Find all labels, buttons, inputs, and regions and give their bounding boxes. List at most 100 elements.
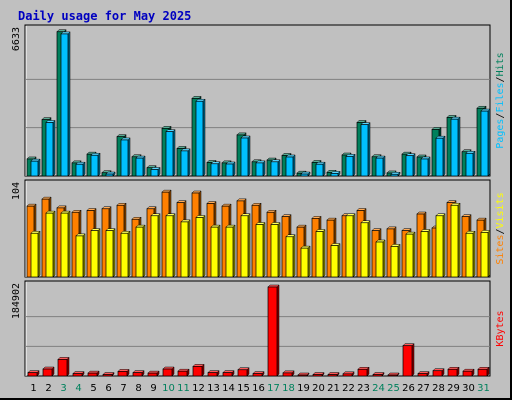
visits-bar bbox=[60, 210, 71, 278]
files-bar bbox=[210, 161, 221, 177]
visits-bar bbox=[30, 230, 41, 278]
files-bar bbox=[330, 170, 341, 177]
x-tick-label: 19 bbox=[297, 383, 310, 394]
x-tick-label: 28 bbox=[432, 383, 445, 394]
files-bar bbox=[285, 154, 296, 177]
files-bar bbox=[270, 159, 281, 177]
x-tick-label: 18 bbox=[282, 383, 295, 394]
x-tick-label: 12 bbox=[192, 383, 205, 394]
kbytes-bar bbox=[432, 368, 445, 377]
visits-bar bbox=[345, 213, 356, 278]
files-bar bbox=[75, 161, 86, 177]
x-tick-label: 5 bbox=[90, 383, 96, 394]
panel-legend: Pages/Files/Hits bbox=[495, 52, 506, 148]
kbytes-bar bbox=[477, 366, 490, 377]
kbytes-bar bbox=[312, 371, 325, 377]
files-bar bbox=[45, 119, 56, 177]
visits-bar bbox=[315, 228, 326, 278]
visits-bar bbox=[120, 230, 131, 278]
x-tick-label: 20 bbox=[312, 383, 325, 394]
panel-legend: KBytes bbox=[495, 310, 506, 346]
visits-bar bbox=[300, 245, 311, 278]
x-tick-label: 29 bbox=[447, 383, 460, 394]
panel-kbytes: 184902 KBytes bbox=[11, 280, 506, 377]
kbytes-bar bbox=[447, 366, 460, 377]
files-bar bbox=[60, 31, 71, 177]
panel-sites-visits: 104 Sites/Visits bbox=[11, 179, 506, 278]
kbytes-bar bbox=[327, 371, 340, 377]
visits-bar bbox=[285, 234, 296, 278]
kbytes-bar bbox=[87, 370, 100, 377]
kbytes-bar bbox=[417, 370, 430, 377]
kbytes-bar bbox=[162, 366, 175, 377]
files-bar bbox=[30, 158, 41, 177]
x-tick-label: 14 bbox=[222, 383, 235, 394]
x-tick-label: 4 bbox=[75, 383, 81, 394]
x-tick-label: 21 bbox=[327, 383, 340, 394]
visits-bar bbox=[330, 242, 341, 278]
panel-hits-files-pages: 6633 Pages/Files/Hits bbox=[11, 24, 506, 177]
visits-bar bbox=[360, 220, 371, 278]
x-tick-label: 30 bbox=[462, 383, 475, 394]
visits-bar bbox=[270, 221, 281, 278]
files-bar bbox=[90, 152, 101, 177]
x-tick-label: 1 bbox=[30, 383, 36, 394]
kbytes-bar bbox=[117, 368, 130, 377]
files-bar bbox=[255, 160, 266, 177]
files-bar bbox=[420, 156, 431, 177]
x-tick-label: 17 bbox=[267, 383, 280, 394]
files-bar bbox=[405, 153, 416, 177]
visits-bar bbox=[195, 214, 206, 278]
x-tick-label: 25 bbox=[387, 383, 400, 394]
files-bar bbox=[375, 155, 386, 177]
x-tick-label: 22 bbox=[342, 383, 355, 394]
kbytes-bar bbox=[192, 363, 205, 377]
visits-bar bbox=[105, 228, 116, 278]
x-tick-label: 26 bbox=[402, 383, 415, 394]
files-bar bbox=[435, 135, 446, 177]
files-bar bbox=[150, 166, 161, 177]
x-tick-label: 23 bbox=[357, 383, 370, 394]
files-bar bbox=[300, 171, 311, 177]
kbytes-bar bbox=[57, 356, 70, 377]
files-bar bbox=[360, 122, 371, 177]
kbytes-bar bbox=[267, 284, 280, 377]
panel-legend: Sites/Visits bbox=[495, 192, 506, 264]
kbytes-bar bbox=[177, 368, 190, 377]
files-bar bbox=[240, 135, 251, 177]
x-tick-label: 31 bbox=[477, 383, 490, 394]
files-bar bbox=[315, 161, 326, 177]
x-tick-label: 15 bbox=[237, 383, 250, 394]
chart-title: Daily usage for May 2025 bbox=[18, 9, 191, 23]
x-tick-label: 10 bbox=[162, 383, 175, 394]
y-max-label: 6633 bbox=[11, 27, 22, 51]
kbytes-bar bbox=[357, 366, 370, 377]
kbytes-bar bbox=[102, 371, 115, 377]
files-bar bbox=[345, 153, 356, 177]
kbytes-bar bbox=[342, 371, 355, 377]
y-max-label: 104 bbox=[11, 182, 22, 200]
x-tick-label: 27 bbox=[417, 383, 430, 394]
visits-bar bbox=[75, 233, 86, 278]
kbytes-bar bbox=[462, 368, 475, 377]
files-bar bbox=[390, 171, 401, 177]
kbytes-bar bbox=[387, 372, 400, 377]
y-max-label: 184902 bbox=[11, 283, 22, 319]
x-tick-label: 13 bbox=[207, 383, 220, 394]
files-bar bbox=[225, 161, 236, 177]
visits-bar bbox=[375, 239, 386, 278]
visits-bar bbox=[150, 213, 161, 278]
visits-bar bbox=[240, 213, 251, 278]
visits-bar bbox=[405, 231, 416, 278]
files-bar bbox=[465, 150, 476, 177]
visits-bar bbox=[90, 228, 101, 278]
visits-bar bbox=[435, 213, 446, 278]
visits-bar bbox=[465, 230, 476, 278]
kbytes-bar bbox=[237, 367, 250, 377]
kbytes-bar bbox=[207, 370, 220, 377]
visits-bar bbox=[420, 228, 431, 278]
visits-bar bbox=[255, 221, 266, 278]
files-bar bbox=[195, 98, 206, 177]
kbytes-bar bbox=[282, 370, 295, 377]
kbytes-bar bbox=[372, 371, 385, 377]
